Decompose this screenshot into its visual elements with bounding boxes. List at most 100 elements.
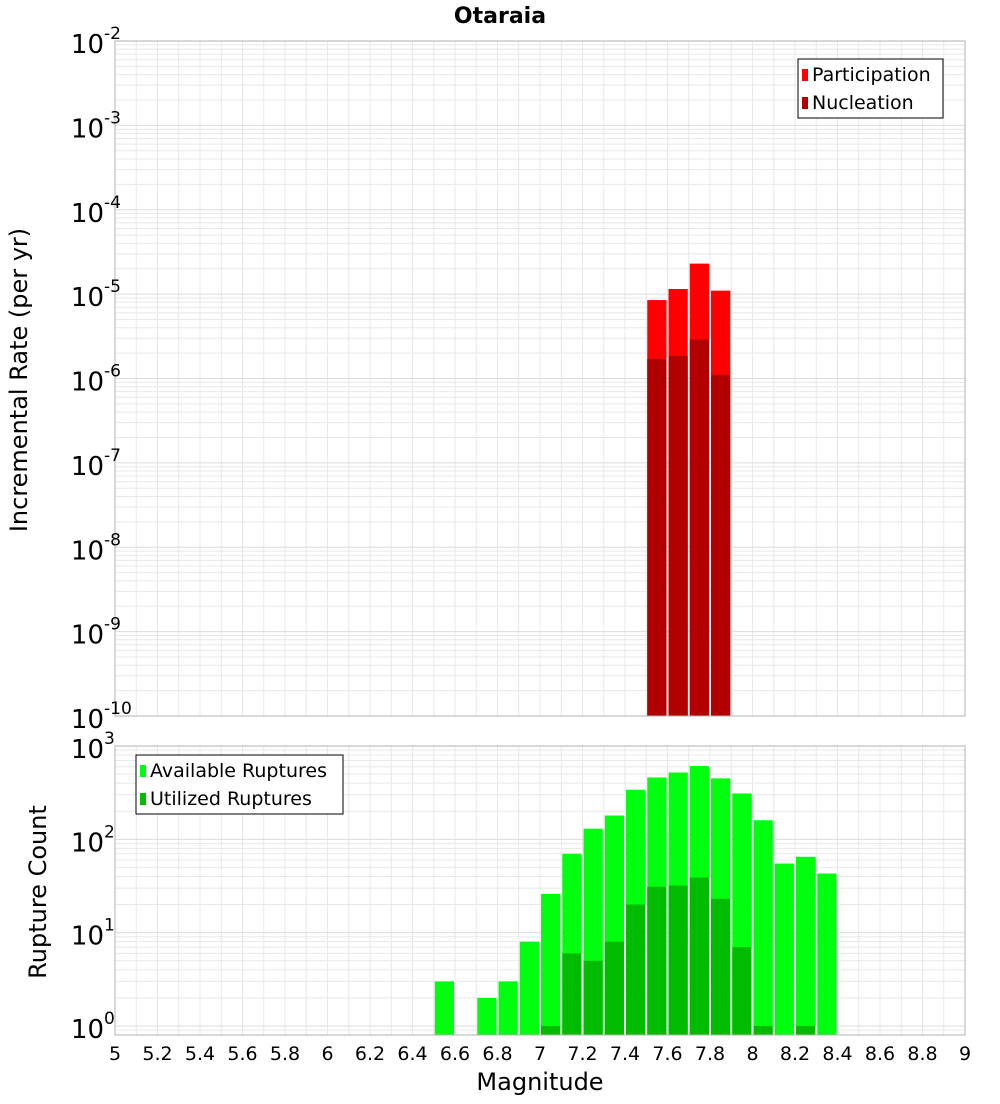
y-tick-base: 10 <box>71 828 104 858</box>
y-tick-base: 10 <box>71 283 104 313</box>
plot-frame <box>114 40 966 717</box>
legend-swatch <box>802 69 808 81</box>
count-bar-available-ruptures <box>774 863 794 1035</box>
y-tick-exponent: 0 <box>104 1009 115 1029</box>
count-legend: Available Ruptures Utilized Ruptures <box>135 754 344 815</box>
count-bar-utilized-ruptures <box>753 1025 773 1035</box>
y-tick-base: 10 <box>71 705 104 735</box>
x-tick-label: 6.2 <box>355 1043 385 1065</box>
rate-bar-nucleation <box>668 355 688 716</box>
count-bar-utilized-ruptures <box>732 947 752 1035</box>
legend-swatch <box>140 793 146 805</box>
y-tick-base: 10 <box>71 199 104 229</box>
y-tick-label: 10 <box>71 30 104 60</box>
x-tick-label: 5.8 <box>270 1043 300 1065</box>
count-bar-available-ruptures <box>796 856 816 1035</box>
y-tick-label: 10 <box>71 735 104 765</box>
x-tick-label: 6.6 <box>440 1043 470 1065</box>
y-tick-exponent: -3 <box>104 108 121 128</box>
y-tick-base: 10 <box>71 922 104 952</box>
count-bar-utilized-ruptures <box>626 904 646 1035</box>
x-tick-label: 8 <box>746 1043 758 1065</box>
y-tick-exponent: -2 <box>104 24 121 44</box>
count-bar-available-ruptures <box>498 981 518 1035</box>
x-tick-label: 5 <box>109 1043 121 1065</box>
count-y-axis-label: Rupture Count <box>24 805 52 979</box>
x-tick-label: 6.8 <box>482 1043 512 1065</box>
count-bar-utilized-ruptures <box>711 898 731 1035</box>
y-tick-base: 10 <box>71 1015 104 1045</box>
y-tick-label: 10 <box>71 536 104 566</box>
plot-frame <box>114 745 966 1036</box>
y-tick-base: 10 <box>71 452 104 482</box>
x-tick-label: 8.2 <box>780 1043 810 1065</box>
rate-bar-nucleation <box>647 359 667 716</box>
legend-label: Utilized Ruptures <box>150 788 312 810</box>
y-tick-exponent: 1 <box>104 916 115 936</box>
legend-box <box>797 58 944 119</box>
y-tick-base: 10 <box>71 735 104 765</box>
rate-bar-nucleation <box>689 339 709 716</box>
y-tick-exponent: -8 <box>104 530 121 550</box>
x-tick-label: 8.6 <box>865 1043 895 1065</box>
count-bar-utilized-ruptures <box>647 886 667 1035</box>
y-tick-exponent: -9 <box>104 615 121 635</box>
y-tick-exponent: -4 <box>104 193 121 213</box>
y-tick-base: 10 <box>71 114 104 144</box>
count-bar-utilized-ruptures <box>604 941 624 1035</box>
x-tick-label: 7 <box>534 1043 546 1065</box>
y-tick-exponent: 2 <box>104 822 115 842</box>
x-tick-label: 9 <box>959 1043 971 1065</box>
x-tick-label: 7.4 <box>610 1043 640 1065</box>
y-tick-base: 10 <box>71 30 104 60</box>
x-tick-label: 6 <box>321 1043 333 1065</box>
y-tick-label: 10 <box>71 368 104 398</box>
x-tick-label: 6.4 <box>397 1043 427 1065</box>
y-tick-exponent: -5 <box>104 277 121 297</box>
legend-label: Participation <box>812 64 931 86</box>
y-tick-exponent: -7 <box>104 446 121 466</box>
legend-swatch <box>802 97 808 109</box>
count-bar-utilized-ruptures <box>541 1025 561 1035</box>
y-tick-label: 10 <box>71 452 104 482</box>
x-tick-label: 8.8 <box>907 1043 937 1065</box>
y-tick-label: 10 <box>71 114 104 144</box>
y-tick-label: 10 <box>71 1015 104 1045</box>
y-tick-base: 10 <box>71 621 104 651</box>
x-tick-label: 5.4 <box>185 1043 215 1065</box>
y-tick-label: 10 <box>71 621 104 651</box>
x-tick-label: 5.2 <box>142 1043 172 1065</box>
count-bar-utilized-ruptures <box>796 1025 816 1035</box>
y-tick-base: 10 <box>71 368 104 398</box>
x-tick-label: 8.4 <box>822 1043 852 1065</box>
y-tick-exponent: 3 <box>104 729 115 749</box>
legend-label: Nucleation <box>812 92 914 114</box>
count-bar-available-ruptures <box>434 981 454 1035</box>
y-tick-label: 10 <box>71 199 104 229</box>
x-axis-label: Magnitude <box>476 1068 603 1096</box>
rate-panel: 10-210-310-410-510-610-710-810-910 -10Par… <box>71 24 966 735</box>
y-tick-base: 10 <box>71 536 104 566</box>
rate-legend: Participation Nucleation <box>797 58 944 119</box>
y-tick-exponent: -6 <box>104 362 121 382</box>
count-bar-utilized-ruptures <box>562 953 582 1035</box>
count-bar-available-ruptures <box>541 893 561 1035</box>
rate-y-axis-label: Incremental Rate (per yr) <box>5 228 33 532</box>
chart-title: Otaraia <box>454 4 546 29</box>
count-bar-available-ruptures <box>817 873 837 1035</box>
y-tick-label: 10 <box>71 922 104 952</box>
legend-box <box>135 754 344 815</box>
legend-swatch <box>140 765 146 777</box>
y-tick-exponent: -10 <box>104 699 132 719</box>
count-bar-utilized-ruptures <box>689 877 709 1035</box>
count-bar-available-ruptures <box>753 820 773 1035</box>
x-tick-label: 7.2 <box>567 1043 597 1065</box>
legend-label: Available Ruptures <box>150 760 327 782</box>
y-tick-label: 10 <box>71 283 104 313</box>
count-bar-available-ruptures <box>519 941 539 1035</box>
x-tick-label: 7.8 <box>695 1043 725 1065</box>
x-tick-label: 7.6 <box>652 1043 682 1065</box>
x-tick-label: 5.6 <box>227 1043 257 1065</box>
